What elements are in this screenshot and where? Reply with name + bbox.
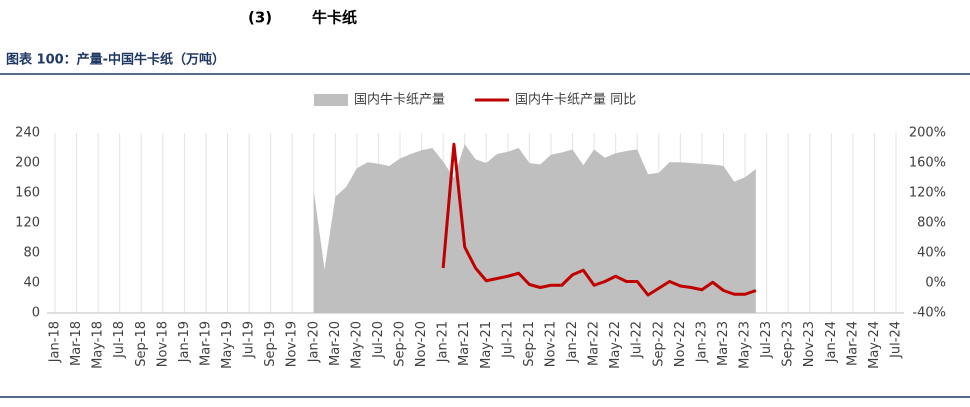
section-number: (3): [248, 9, 272, 27]
x-tick-label: Jul-18: [112, 321, 127, 359]
y2-tick-label: -40%: [912, 306, 946, 321]
y-tick-label: 120: [15, 216, 40, 231]
x-tick-label: Mar-21: [457, 321, 472, 366]
x-tick-label: Jan-18: [48, 321, 63, 363]
y-tick-label: 200: [15, 156, 40, 171]
x-tick-label: May-24: [867, 321, 882, 369]
y2-tick-label: 40%: [917, 246, 946, 261]
x-tick-label: Jan-19: [177, 321, 192, 363]
x-tick-label: May-23: [738, 321, 753, 369]
x-tick-label: Nov-23: [802, 321, 817, 367]
section-title: 牛卡纸: [312, 9, 357, 27]
y2-tick-label: 200%: [909, 126, 946, 141]
x-tick-label: Nov-18: [155, 321, 170, 367]
x-tick-label: Sep-21: [522, 321, 537, 367]
x-tick-label: Jan-24: [824, 321, 839, 363]
y2-tick-label: 160%: [909, 156, 946, 171]
x-tick-label: Jul-20: [371, 321, 386, 359]
x-tick-label: Jan-20: [306, 321, 321, 363]
x-tick-label: Jan-22: [565, 321, 580, 363]
x-tick-label: May-21: [479, 321, 494, 369]
x-tick-label: Sep-22: [651, 321, 666, 367]
x-tick-label: Nov-21: [543, 321, 558, 367]
x-tick-label: Jul-23: [759, 321, 774, 359]
line: [441, 142, 757, 297]
legend-label: 国内牛卡纸产量: [354, 92, 445, 108]
x-tick-label: May-19: [220, 321, 235, 369]
x-tick-label: Jul-24: [889, 321, 904, 359]
y-tick-label: 40: [23, 276, 40, 291]
x-tick-label: Sep-19: [263, 321, 278, 367]
x-tick-label: Mar-22: [587, 321, 602, 366]
legend-swatch: [314, 94, 348, 106]
x-tick-label: May-22: [608, 321, 623, 369]
x-tick-label: Jul-22: [630, 321, 645, 359]
y-tick-label: 0: [32, 306, 40, 321]
x-tick-label: Jan-23: [694, 321, 709, 363]
x-tick-label: Mar-19: [198, 321, 213, 366]
x-tick-label: Mar-23: [716, 321, 731, 366]
y-tick-label: 80: [23, 246, 40, 261]
x-tick-label: Nov-20: [414, 321, 429, 367]
x-tick-label: Sep-18: [134, 321, 149, 367]
x-tick-label: Jul-19: [242, 321, 257, 359]
area: [313, 144, 756, 313]
x-tick-label: Nov-22: [673, 321, 688, 367]
x-tick-label: May-20: [349, 321, 364, 369]
x-tick-label: Mar-20: [328, 321, 343, 366]
y-tick-label: 240: [15, 126, 40, 141]
x-tick-label: Sep-20: [393, 321, 408, 367]
x-tick-label: Jan-21: [436, 321, 451, 363]
x-tick-label: Mar-18: [69, 321, 84, 366]
x-tick-label: Nov-19: [285, 321, 300, 367]
x-tick-label: May-18: [91, 321, 106, 369]
y2-tick-label: 0%: [925, 276, 946, 291]
x-tick-label: Jul-21: [500, 321, 515, 359]
x-tick-label: Sep-23: [781, 321, 796, 367]
y2-tick-label: 120%: [909, 186, 946, 201]
y-tick-label: 160: [15, 186, 40, 201]
x-tick-label: Mar-24: [845, 321, 860, 366]
chart-title: 图表 100：产量-中国牛卡纸（万吨）: [6, 52, 225, 68]
legend-label: 国内牛卡纸产量 同比: [515, 92, 636, 108]
y2-tick-label: 80%: [917, 216, 946, 231]
